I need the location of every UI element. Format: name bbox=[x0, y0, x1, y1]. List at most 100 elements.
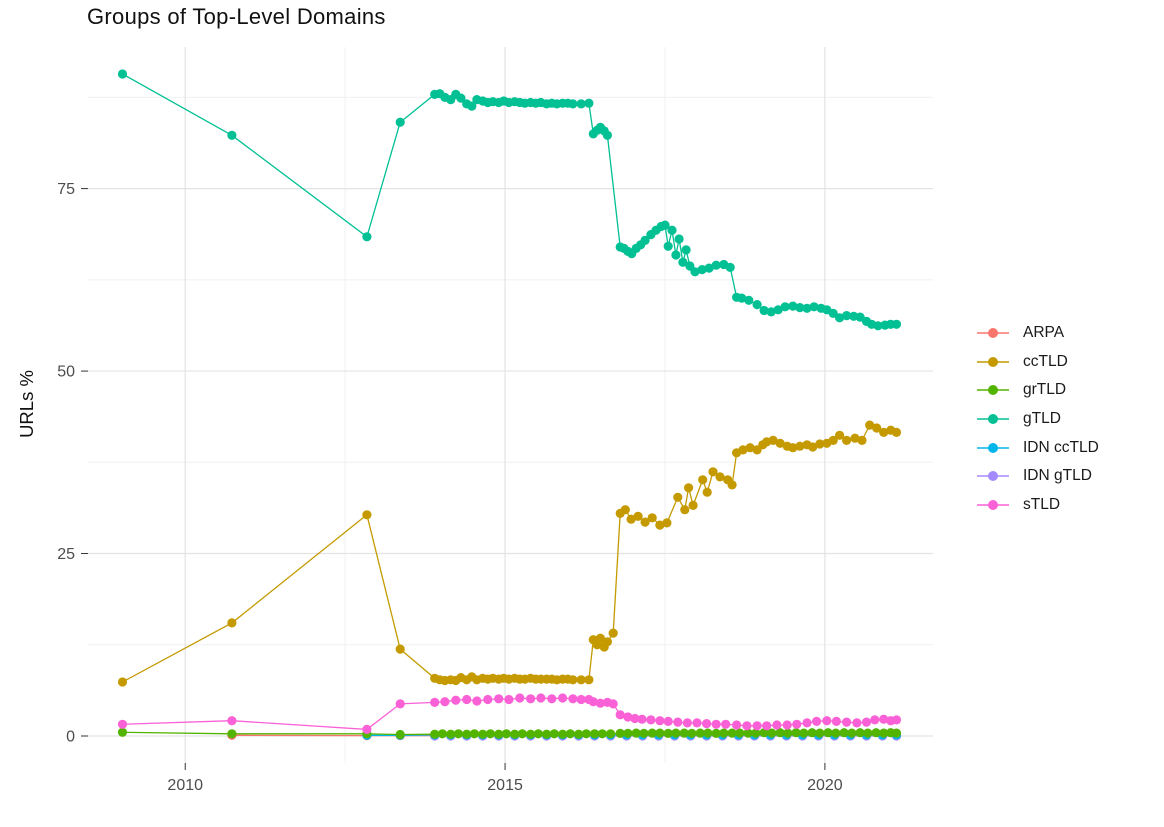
data-point bbox=[732, 720, 742, 730]
data-point bbox=[663, 241, 673, 251]
data-point bbox=[576, 99, 586, 109]
data-point bbox=[873, 321, 883, 331]
data-point bbox=[891, 728, 902, 738]
data-point bbox=[762, 721, 772, 731]
data-point bbox=[857, 435, 867, 445]
data-point bbox=[855, 728, 865, 738]
data-point bbox=[430, 697, 440, 708]
y-tick-label: 25 bbox=[57, 546, 75, 563]
data-point bbox=[395, 729, 405, 740]
data-point bbox=[698, 475, 708, 485]
data-point bbox=[608, 628, 618, 638]
data-point bbox=[807, 728, 817, 738]
data-point bbox=[478, 729, 488, 739]
data-point bbox=[517, 729, 527, 739]
data-point bbox=[680, 505, 690, 515]
data-point bbox=[673, 717, 683, 727]
data-point bbox=[547, 694, 557, 704]
data-point bbox=[879, 728, 889, 738]
data-point bbox=[655, 728, 665, 738]
data-point bbox=[615, 710, 625, 720]
data-point bbox=[704, 263, 714, 273]
series-gtld bbox=[117, 69, 902, 331]
data-point bbox=[597, 729, 607, 739]
data-point bbox=[799, 728, 809, 738]
legend-item-stld: sTLD bbox=[976, 491, 1099, 520]
data-point bbox=[678, 257, 688, 267]
data-point bbox=[568, 694, 578, 704]
data-point bbox=[719, 728, 729, 738]
data-point bbox=[467, 101, 477, 111]
data-point bbox=[674, 234, 684, 244]
series-cctld bbox=[117, 420, 902, 687]
data-point bbox=[775, 728, 785, 738]
data-point bbox=[662, 518, 672, 528]
data-point bbox=[839, 728, 849, 738]
data-point bbox=[802, 718, 812, 728]
y-axis-label: URLs % bbox=[16, 370, 37, 438]
data-point bbox=[626, 514, 636, 524]
data-point bbox=[865, 420, 875, 430]
data-point bbox=[795, 441, 805, 451]
data-point bbox=[536, 693, 546, 703]
data-point bbox=[727, 728, 737, 738]
data-point bbox=[595, 698, 606, 708]
data-point bbox=[822, 716, 832, 726]
data-point bbox=[558, 729, 568, 739]
data-point bbox=[831, 728, 841, 738]
data-point bbox=[737, 293, 747, 303]
data-point bbox=[703, 728, 713, 738]
data-point bbox=[767, 728, 777, 738]
data-point bbox=[469, 729, 479, 739]
data-point bbox=[766, 307, 776, 317]
data-point bbox=[711, 260, 721, 270]
data-point bbox=[440, 697, 450, 707]
data-point bbox=[630, 713, 640, 724]
data-point bbox=[494, 729, 504, 739]
data-point bbox=[861, 717, 872, 727]
data-point bbox=[715, 472, 725, 482]
data-point bbox=[533, 729, 543, 739]
data-point bbox=[759, 728, 769, 738]
data-point bbox=[788, 443, 798, 453]
data-point bbox=[692, 718, 702, 728]
data-point bbox=[815, 439, 825, 449]
y-tick-label: 0 bbox=[66, 728, 75, 745]
data-point bbox=[568, 675, 578, 685]
data-point bbox=[590, 729, 600, 739]
legend-key-icon bbox=[977, 328, 1009, 339]
data-point bbox=[752, 300, 762, 310]
data-point bbox=[663, 716, 673, 727]
x-tick-label: 2020 bbox=[807, 777, 843, 794]
data-point bbox=[660, 220, 670, 230]
data-point bbox=[673, 492, 683, 502]
data-point bbox=[809, 302, 819, 312]
data-point bbox=[453, 729, 463, 739]
data-point bbox=[847, 728, 857, 738]
legend-item-grtld: grTLD bbox=[976, 376, 1099, 405]
data-point bbox=[792, 719, 802, 729]
data-point bbox=[879, 714, 889, 724]
data-point bbox=[780, 302, 790, 312]
legend-label: gTLD bbox=[1023, 410, 1061, 428]
data-point bbox=[697, 265, 707, 275]
data-point bbox=[117, 69, 128, 79]
legend-label: sTLD bbox=[1023, 495, 1061, 513]
data-point bbox=[549, 729, 559, 739]
legend-item-arpa: ARPA bbox=[976, 319, 1099, 348]
data-point bbox=[828, 435, 838, 445]
data-point bbox=[446, 729, 456, 739]
y-tick-label: 50 bbox=[57, 364, 75, 381]
data-point bbox=[831, 716, 842, 727]
data-point bbox=[362, 232, 372, 242]
data-point bbox=[842, 311, 852, 321]
data-point bbox=[608, 699, 618, 709]
data-point bbox=[775, 438, 785, 448]
legend-item-cctld: ccTLD bbox=[976, 348, 1099, 377]
data-point bbox=[751, 728, 761, 738]
data-point bbox=[752, 721, 762, 731]
data-point bbox=[462, 729, 472, 739]
data-point bbox=[684, 483, 694, 493]
data-point bbox=[791, 728, 801, 738]
